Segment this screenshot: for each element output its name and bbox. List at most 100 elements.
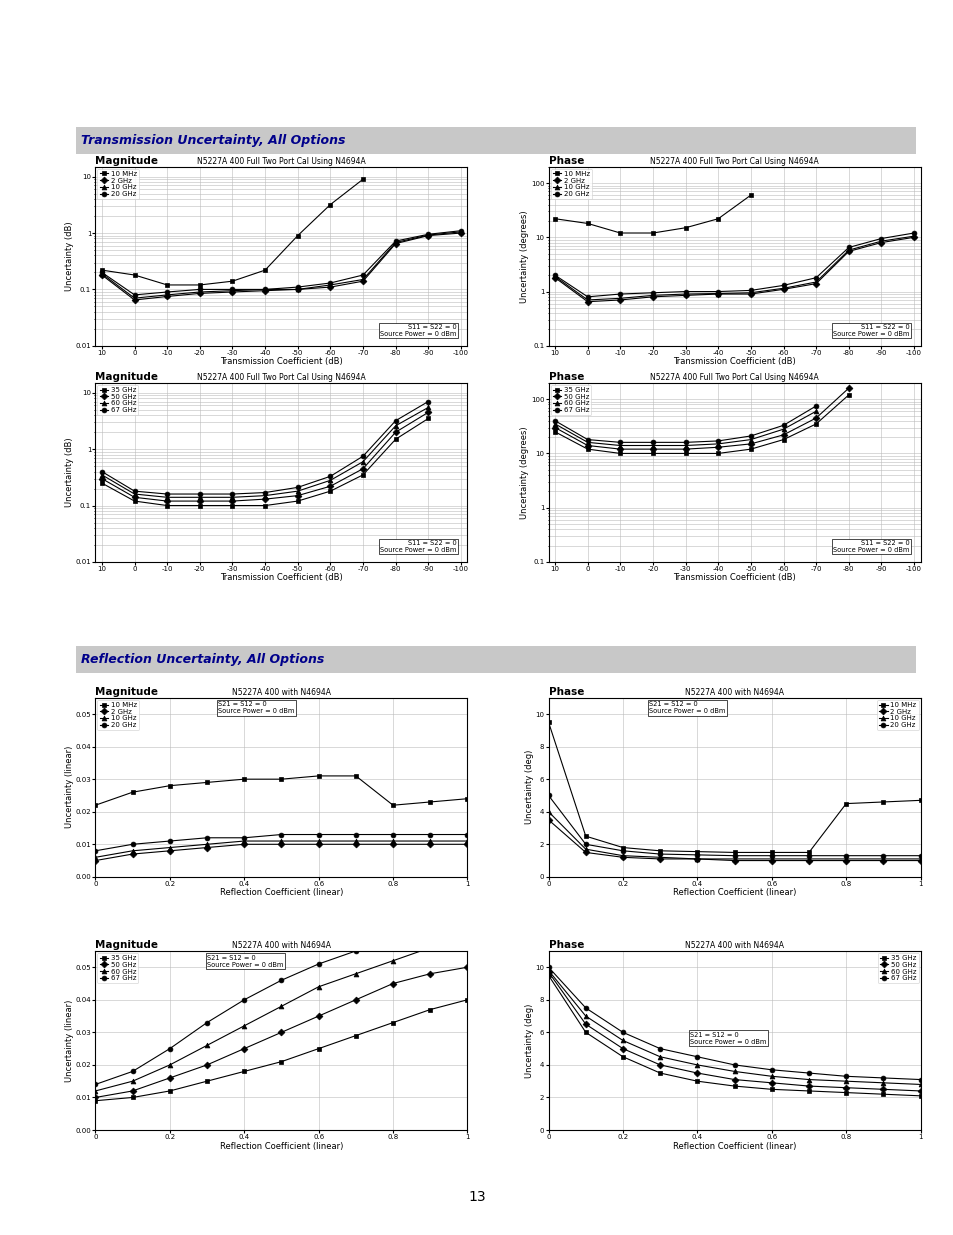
2 GHz (161, 289, 172, 304)
X-axis label: Reflection Coefficient (linear): Reflection Coefficient (linear) (219, 888, 343, 898)
67 GHz (127, 1065, 138, 1079)
60 GHz (877, 1076, 888, 1091)
20 GHz (802, 848, 814, 863)
60 GHz (164, 1057, 175, 1072)
35 GHz (581, 442, 593, 457)
2 GHz (842, 245, 854, 259)
67 GHz (646, 435, 658, 450)
10 GHz (357, 272, 369, 287)
20 GHz (424, 827, 436, 842)
Line: 10 GHz: 10 GHz (92, 839, 470, 860)
50 GHz (842, 380, 854, 395)
Text: Reflection Uncertainty, All Options: Reflection Uncertainty, All Options (80, 653, 324, 666)
10 GHz (581, 293, 593, 308)
Legend: 10 MHz, 2 GHz, 10 GHz, 20 GHz: 10 MHz, 2 GHz, 10 GHz, 20 GHz (550, 169, 592, 199)
Line: 67 GHz: 67 GHz (545, 965, 923, 1082)
Y-axis label: Uncertainty (degrees): Uncertainty (degrees) (520, 426, 529, 519)
2 GHz (802, 853, 814, 868)
60 GHz (129, 487, 140, 501)
10 MHz (90, 798, 101, 813)
2 GHz (387, 837, 398, 852)
35 GHz (90, 1093, 101, 1108)
10 GHz (227, 283, 238, 298)
67 GHz (161, 487, 172, 501)
50 GHz (614, 442, 625, 457)
50 GHz (840, 1081, 851, 1095)
35 GHz (127, 1091, 138, 1105)
50 GHz (164, 1071, 175, 1086)
Text: S21 = S12 = 0
Source Power = 0 dBm: S21 = S12 = 0 Source Power = 0 dBm (218, 701, 294, 714)
10 MHz (259, 263, 271, 278)
2 GHz (313, 837, 324, 852)
10 MHz (914, 793, 925, 808)
10 GHz (614, 291, 625, 306)
10 MHz (579, 829, 591, 844)
67 GHz (802, 1066, 814, 1081)
20 GHz (654, 847, 665, 862)
2 GHz (424, 837, 436, 852)
67 GHz (227, 487, 238, 501)
35 GHz (324, 484, 335, 499)
50 GHz (877, 1082, 888, 1097)
2 GHz (728, 853, 740, 868)
60 GHz (161, 490, 172, 505)
50 GHz (324, 479, 335, 494)
20 GHz (324, 275, 335, 290)
35 GHz (777, 432, 788, 447)
X-axis label: Transmission Coefficient (dB): Transmission Coefficient (dB) (220, 573, 342, 583)
Line: 60 GHz: 60 GHz (545, 968, 923, 1087)
67 GHz (275, 973, 287, 988)
10 GHz (164, 840, 175, 855)
67 GHz (313, 957, 324, 972)
60 GHz (193, 490, 205, 505)
50 GHz (691, 1066, 702, 1081)
10 MHz (324, 198, 335, 212)
20 GHz (259, 282, 271, 296)
Line: 67 GHz: 67 GHz (99, 399, 430, 496)
60 GHz (387, 953, 398, 968)
Y-axis label: Uncertainty (dB): Uncertainty (dB) (65, 437, 74, 508)
Line: 2 GHz: 2 GHz (99, 231, 463, 303)
20 GHz (357, 268, 369, 283)
10 GHz (455, 225, 466, 240)
10 MHz (646, 226, 658, 241)
Text: S11 = S22 = 0
Source Power = 0 dBm: S11 = S22 = 0 Source Power = 0 dBm (832, 540, 908, 553)
50 GHz (728, 1072, 740, 1087)
35 GHz (810, 416, 821, 431)
20 GHz (292, 279, 303, 294)
60 GHz (90, 1083, 101, 1098)
60 GHz (201, 1037, 213, 1052)
60 GHz (614, 438, 625, 453)
2 GHz (744, 287, 756, 301)
2 GHz (679, 288, 691, 303)
20 GHz (542, 788, 554, 803)
10 GHz (542, 804, 554, 819)
Text: S21 = S12 = 0
Source Power = 0 dBm: S21 = S12 = 0 Source Power = 0 dBm (648, 701, 724, 714)
2 GHz (292, 282, 303, 296)
Line: 35 GHz: 35 GHz (545, 973, 923, 1098)
35 GHz (679, 446, 691, 461)
Title: N5227A 400 with N4694A: N5227A 400 with N4694A (232, 688, 331, 697)
20 GHz (810, 270, 821, 285)
10 GHz (238, 834, 250, 848)
Line: 2 GHz: 2 GHz (552, 235, 916, 304)
10 GHz (728, 852, 740, 867)
Title: N5227A 400 Full Two Port Cal Using N4694A: N5227A 400 Full Two Port Cal Using N4694… (197, 373, 365, 382)
Line: 20 GHz: 20 GHz (545, 793, 923, 858)
50 GHz (227, 494, 238, 509)
Line: 67 GHz: 67 GHz (92, 909, 470, 1087)
20 GHz (728, 848, 740, 863)
50 GHz (350, 993, 361, 1008)
50 GHz (201, 1057, 213, 1072)
67 GHz (129, 484, 140, 499)
Line: 10 GHz: 10 GHz (552, 233, 916, 303)
X-axis label: Reflection Coefficient (linear): Reflection Coefficient (linear) (672, 1141, 796, 1151)
10 GHz (810, 274, 821, 289)
10 MHz (201, 776, 213, 790)
20 GHz (90, 844, 101, 858)
2 GHz (350, 837, 361, 852)
35 GHz (617, 1050, 628, 1065)
20 GHz (96, 266, 108, 280)
Y-axis label: Uncertainty (degrees): Uncertainty (degrees) (520, 210, 529, 303)
67 GHz (810, 399, 821, 414)
